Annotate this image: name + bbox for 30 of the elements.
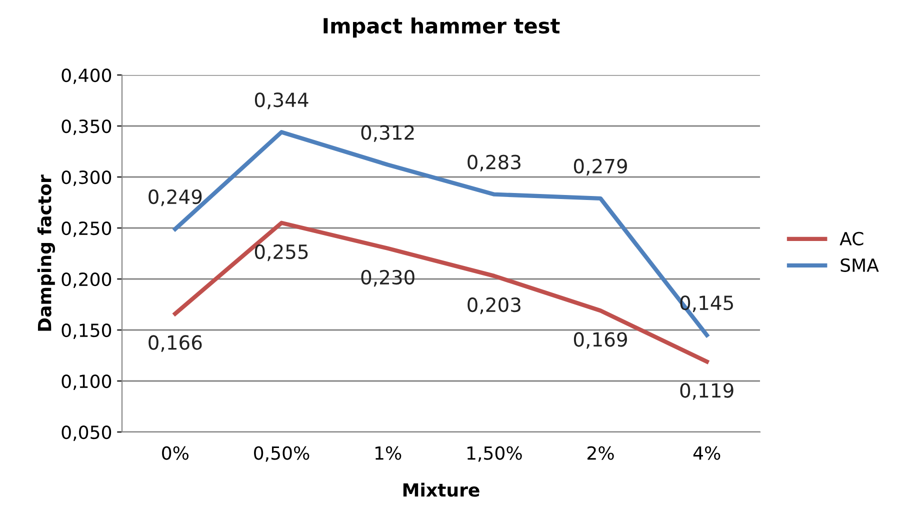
data-label: 0,119	[680, 383, 734, 400]
data-label: 0,283	[468, 154, 520, 172]
x-tick-label: 2%	[588, 446, 614, 460]
x-tick-label: 1%	[375, 446, 402, 460]
data-label: 0,279	[574, 158, 627, 176]
y-tick-label: 0,400	[62, 68, 112, 84]
data-label: 0,230	[361, 270, 414, 287]
x-tick-label: 1,50%	[467, 446, 522, 462]
data-label: 0,344	[254, 92, 308, 110]
y-tick-label: 0,150	[62, 323, 112, 339]
y-tick-label: 0,100	[62, 374, 112, 390]
x-tick-label: 0,50%	[254, 446, 310, 462]
legend-label: SMA	[840, 258, 879, 272]
x-tick-label: 0%	[162, 446, 188, 460]
data-label: 0,166	[148, 335, 202, 352]
data-label: 0,169	[574, 332, 627, 349]
data-label: 0,203	[468, 297, 520, 314]
chart-title: Impact hammer test	[324, 18, 560, 38]
y-tick-label: 0,300	[62, 170, 112, 186]
y-tick-label: 0,050	[62, 425, 112, 441]
data-label: 0,249	[148, 189, 202, 206]
x-axis-title: Mixture	[403, 482, 480, 497]
y-tick-label: 0,200	[62, 272, 112, 288]
data-label: 0,255	[254, 244, 308, 262]
data-label: 0,312	[361, 125, 414, 142]
legend-label: AC	[840, 232, 864, 246]
x-tick-label: 4%	[693, 446, 720, 460]
y-tick-label: 0,350	[62, 119, 112, 135]
y-tick-label: 0,250	[62, 221, 112, 237]
y-axis-title: Damping factor	[37, 174, 56, 331]
